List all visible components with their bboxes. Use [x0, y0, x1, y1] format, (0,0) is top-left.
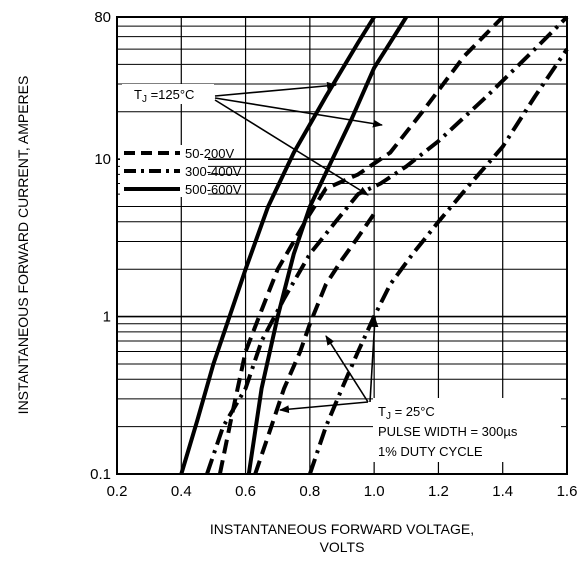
- arrow-25-a: [279, 401, 369, 414]
- annotation-tj-25-bg: [373, 398, 561, 462]
- y-tick-label: 80: [94, 9, 111, 26]
- series-layer: [179, 15, 569, 475]
- y-axis-label: INSTANTANEOUS FORWARD CURRENT, AMPERES: [15, 76, 31, 415]
- annotation-duty-cycle: 1% DUTY CYCLE: [378, 444, 483, 459]
- annotation-pulse-width: PULSE WIDTH = 300µs: [378, 424, 518, 439]
- x-tick-label: 1.6: [557, 483, 578, 500]
- series-line-4: [253, 212, 376, 475]
- series-line-1: [217, 15, 505, 475]
- tick-labels: 0.2 0.4 0.6 0.8 1.0 1.2 1.4 1.6 0.1 1 10 80: [90, 9, 577, 500]
- series-line-5: [308, 47, 569, 475]
- series-line-2: [205, 15, 569, 475]
- legend-label-50-200v: 50-200V: [185, 146, 234, 161]
- x-tick-label: 1.4: [492, 483, 513, 500]
- x-tick-label: 0.2: [107, 483, 128, 500]
- series-line-0: [179, 15, 376, 475]
- x-axis-label-line1: INSTANTANEOUS FORWARD VOLTAGE,: [210, 521, 474, 537]
- x-tick-label: 1.2: [428, 483, 449, 500]
- x-tick-label: 0.6: [235, 483, 256, 500]
- arrow-25-b: [325, 335, 369, 403]
- y-tick-label: 10: [94, 151, 111, 168]
- annotation-tj-25: TJ = 25°C PULSE WIDTH = 300µs 1% DUTY CY…: [279, 317, 561, 462]
- x-tick-label: 1.0: [364, 483, 385, 500]
- arrow-125-c: [214, 99, 369, 196]
- y-tick-label: 0.1: [90, 466, 111, 483]
- annotation-tj-125-bg: [122, 84, 214, 104]
- x-tick-label: 0.8: [299, 483, 320, 500]
- plot-frame: [116, 16, 568, 475]
- grid: [117, 17, 567, 474]
- annotation-tj-125-text: TJ =125°C: [134, 87, 194, 105]
- annotation-tj-25-text: TJ = 25°C: [378, 404, 435, 422]
- legend: 50-200V 300-400V 500-600V: [120, 145, 242, 197]
- arrow-125-a: [214, 81, 337, 97]
- arrow-25-c: [369, 317, 379, 403]
- annotation-tj-125: TJ =125°C: [122, 81, 383, 196]
- series-line-3: [246, 15, 408, 475]
- legend-label-300-400v: 300-400V: [185, 164, 242, 179]
- legend-label-500-600v: 500-600V: [185, 182, 242, 197]
- x-tick-label: 0.4: [171, 483, 192, 500]
- arrow-125-b: [214, 97, 383, 128]
- y-tick-label: 1: [103, 309, 111, 326]
- x-axis-label-line2: VOLTS: [320, 539, 365, 555]
